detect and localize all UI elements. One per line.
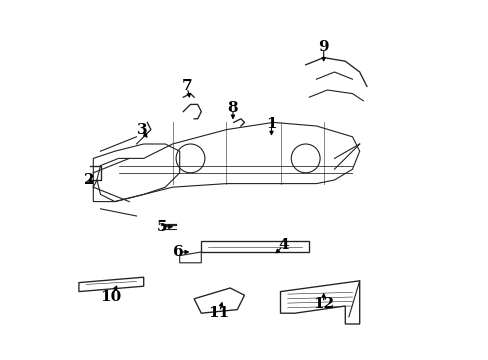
Text: 11: 11 xyxy=(208,306,229,320)
Text: 9: 9 xyxy=(318,40,328,54)
Text: 8: 8 xyxy=(227,101,238,115)
Text: 7: 7 xyxy=(181,80,192,93)
Text: 10: 10 xyxy=(101,290,122,304)
Text: 5: 5 xyxy=(156,220,166,234)
Text: 1: 1 xyxy=(265,117,276,131)
Text: 4: 4 xyxy=(278,238,289,252)
Text: 6: 6 xyxy=(172,245,183,259)
Text: 12: 12 xyxy=(312,297,334,311)
Text: 3: 3 xyxy=(136,123,147,136)
Text: 2: 2 xyxy=(83,173,94,187)
